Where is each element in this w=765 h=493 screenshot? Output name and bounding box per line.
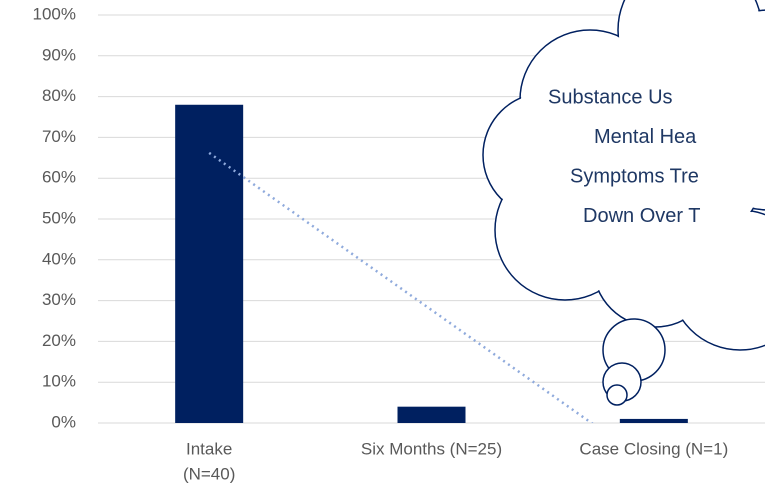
x-tick-sublabel: (N=40) xyxy=(183,464,235,483)
annotation-line: Mental Hea xyxy=(594,126,697,148)
y-tick-label: 60% xyxy=(42,168,76,187)
y-tick-label: 30% xyxy=(42,290,76,309)
y-tick-label: 20% xyxy=(42,331,76,350)
x-tick-label: Case Closing (N=1) xyxy=(579,439,728,458)
annotation: Substance Us Mental Hea Symptoms Tre Down O… xyxy=(548,86,700,227)
thought-bubble xyxy=(482,0,765,406)
y-tick-label: 70% xyxy=(42,127,76,146)
y-tick-label: 10% xyxy=(42,372,76,391)
x-tick-label: Six Months (N=25) xyxy=(361,439,502,458)
y-tick-label: 90% xyxy=(42,45,76,64)
y-tick-label: 0% xyxy=(51,412,76,431)
bar xyxy=(397,406,466,423)
trendline xyxy=(208,151,594,423)
annotation-line: Down Over T xyxy=(583,205,700,227)
y-tick-label: 80% xyxy=(42,86,76,105)
y-tick-label: 50% xyxy=(42,208,76,227)
y-tick-label: 40% xyxy=(42,249,76,268)
annotation-line: Symptoms Tre xyxy=(570,165,699,187)
axes: 0% 10% 20% 30% 40% 50% 60% 70% 80% 90% 100% Intake (… xyxy=(33,4,765,483)
x-tick-label: Intake xyxy=(186,439,232,458)
annotation-line: Substance Us xyxy=(548,86,673,108)
y-tick-label: 100% xyxy=(33,4,76,23)
bar xyxy=(619,418,688,423)
bar xyxy=(175,104,244,423)
